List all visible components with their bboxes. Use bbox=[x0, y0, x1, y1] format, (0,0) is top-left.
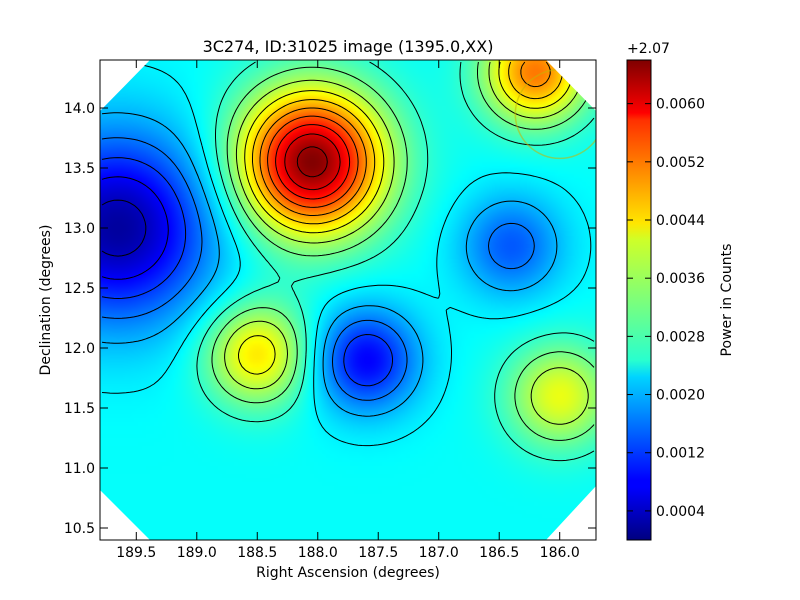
y-tick-label: 13.5 bbox=[64, 161, 95, 177]
colorbar: 0.0004 0.0012 0.0020 0.0028 0.0036 0.0044 0.00… bbox=[626, 41, 735, 541]
x-tick-label: 187.0 bbox=[419, 545, 459, 561]
x-tick-label: 186.0 bbox=[540, 545, 580, 561]
y-tick-label: 14.0 bbox=[64, 101, 95, 117]
contour-level bbox=[101, 176, 169, 280]
y-ticks: 10.5 11.0 11.5 12.0 12.5 13.0 13.5 14.0 bbox=[64, 101, 596, 537]
contour-level bbox=[267, 115, 359, 208]
plot-area: 189.5 189.0 188.5 188.0 187.5 187.0 186.5 186.0… bbox=[64, 59, 597, 561]
y-tick-label: 12.5 bbox=[64, 281, 95, 297]
colorbar-tick-label: 0.0044 bbox=[656, 213, 705, 229]
colorbar-tick-label: 0.0012 bbox=[656, 446, 705, 462]
contour-level bbox=[101, 199, 147, 257]
colorbar-gradient bbox=[626, 59, 652, 541]
x-tick-label: 189.5 bbox=[116, 545, 156, 561]
colorbar-tick-label: 0.0036 bbox=[656, 271, 705, 287]
x-ticks: 189.5 189.0 188.5 188.0 187.5 187.0 186.5 186.0 bbox=[116, 60, 580, 561]
y-tick-label: 13.0 bbox=[64, 221, 95, 237]
colorbar-tick-label: 0.0020 bbox=[656, 388, 705, 404]
y-tick-label: 11.5 bbox=[64, 401, 95, 417]
heatmap-image bbox=[100, 60, 596, 540]
x-tick-label: 189.0 bbox=[177, 545, 217, 561]
colorbar-tick-label: 0.0004 bbox=[656, 504, 705, 520]
y-tick-label: 11.0 bbox=[64, 461, 95, 477]
contour-level bbox=[196, 61, 595, 462]
y-tick-label: 10.5 bbox=[64, 521, 95, 537]
contour-level bbox=[211, 61, 595, 441]
colorbar-tick-label: 0.0060 bbox=[656, 97, 705, 113]
x-tick-label: 187.5 bbox=[358, 545, 398, 561]
colorbar-offset: +2.07 bbox=[627, 41, 670, 57]
contour-level bbox=[259, 61, 551, 216]
y-tick-label: 12.0 bbox=[64, 341, 95, 357]
x-tick-label: 186.5 bbox=[479, 545, 519, 561]
x-tick-label: 188.0 bbox=[298, 545, 338, 561]
plot-frame bbox=[99, 59, 597, 541]
contour-level bbox=[101, 112, 558, 417]
contour-level bbox=[296, 146, 328, 178]
contour-level bbox=[101, 137, 535, 401]
contour-level bbox=[284, 133, 341, 191]
colorbar-tick-label: 0.0052 bbox=[656, 155, 705, 171]
contour-level bbox=[101, 157, 393, 387]
colorbar-label: Power in Counts bbox=[719, 244, 735, 357]
x-axis-label: Right Ascension (degrees) bbox=[256, 565, 440, 581]
contour-level bbox=[238, 61, 573, 375]
contour-level bbox=[224, 61, 589, 425]
chart-title: 3C274, ID:31025 image (1395.0,XX) bbox=[203, 37, 494, 56]
y-axis-label: Declination (degrees) bbox=[38, 225, 54, 376]
colorbar-ticks: 0.0004 0.0012 0.0020 0.0028 0.0036 0.0044 0.00… bbox=[627, 97, 705, 520]
colorbar-tick-label: 0.0028 bbox=[656, 329, 705, 345]
contour-lines bbox=[101, 61, 595, 462]
contour-level bbox=[275, 124, 351, 200]
contour-level bbox=[252, 61, 563, 225]
x-tick-label: 188.5 bbox=[237, 545, 277, 561]
